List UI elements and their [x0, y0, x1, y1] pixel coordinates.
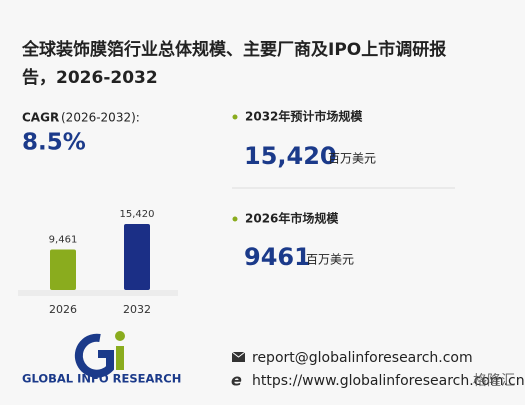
stat-unit: 百万美元 [328, 152, 376, 166]
email-icon [231, 351, 246, 358]
email: report@globalinforesearch.com [252, 350, 473, 366]
stat-label: 2026年市场规模 [245, 211, 339, 226]
category-label: 2032 [123, 303, 151, 316]
bullet [232, 114, 238, 120]
title: 告，2026-2032 [22, 67, 158, 88]
watermark: 格隆汇 [473, 373, 515, 389]
website: https://www.globalinforesearch.com.cn [252, 373, 525, 389]
stat-label: 2032年预计市场规模 [245, 109, 363, 124]
ground [18, 290, 178, 296]
brand: GLOBAL INFO RESEARCH [22, 372, 181, 386]
cagr-value: 8.5% [22, 130, 86, 156]
value-label: 9,461 [49, 235, 78, 246]
title: 全球装饰膜箔行业总体规模、主要厂商及IPO上市调研报 [21, 39, 446, 60]
value-label: 15,420 [120, 209, 155, 220]
stat-value: 15,420 [244, 142, 337, 170]
logo [74, 331, 125, 378]
stat-value: 9461 [244, 243, 311, 271]
web-icon: e [231, 371, 242, 390]
stat-unit: 百万美元 [306, 253, 354, 267]
cagr-period: (2026-2032): [61, 111, 140, 125]
category-label: 2026 [49, 303, 77, 316]
bar [124, 224, 150, 290]
cagr-label: CAGR [22, 111, 59, 125]
bullet [232, 216, 238, 222]
bar [50, 249, 76, 290]
